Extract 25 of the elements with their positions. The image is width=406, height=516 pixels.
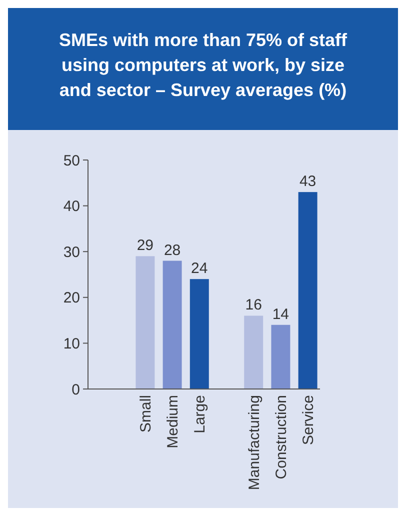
bar	[244, 316, 264, 389]
y-tick-label: 20	[63, 290, 80, 307]
y-tick-label: 0	[72, 381, 80, 398]
x-tick-label: Service	[300, 395, 318, 446]
bar	[162, 260, 182, 389]
data-label: 28	[164, 242, 181, 259]
bar	[136, 256, 155, 389]
bar	[190, 279, 209, 389]
data-label: 14	[272, 306, 290, 323]
y-tick-label: 50	[63, 152, 80, 170]
x-tick-label: Construction	[272, 395, 290, 480]
chart-title: SMEs with more than 75% of staff using computers at work, by size and sector – Survey averages (%)	[58, 30, 348, 100]
bar	[298, 192, 318, 389]
data-label: 16	[245, 296, 262, 314]
y-tick-label: 10	[63, 335, 80, 352]
x-tick-label: Large	[192, 395, 209, 434]
data-label: 29	[136, 237, 154, 254]
x-tick-label: Small	[137, 395, 154, 433]
data-label: 43	[299, 173, 316, 190]
bar	[271, 324, 290, 389]
x-tick-label: Medium	[164, 395, 182, 448]
y-tick-label: 40	[63, 198, 80, 216]
y-tick-label: 30	[63, 244, 80, 261]
data-label: 24	[191, 260, 208, 278]
x-tick-label: Manufacturing	[246, 395, 263, 490]
